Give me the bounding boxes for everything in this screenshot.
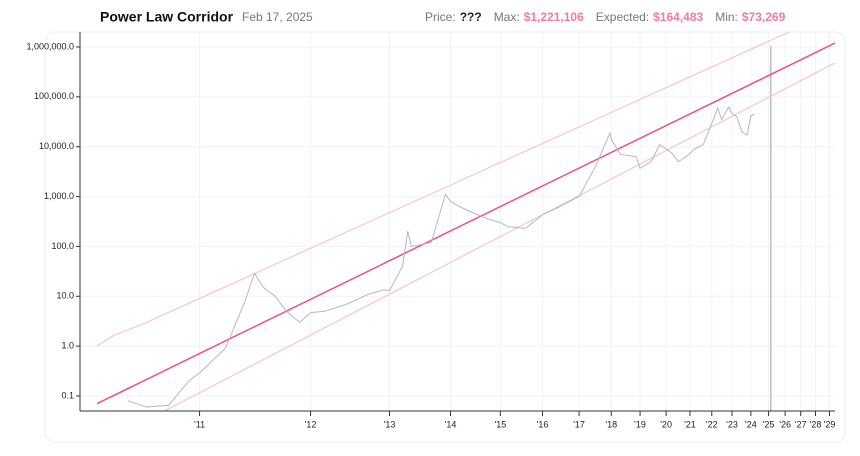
series-line (127, 106, 755, 408)
stat-label: Price: (425, 10, 456, 24)
x-tick-label: '29 (824, 419, 836, 429)
x-tick-label: '11 (194, 419, 205, 429)
y-tick-label: 10,000.0 (39, 141, 74, 151)
y-tick-label: 10.0 (56, 291, 74, 301)
stat-label: Max: (494, 10, 520, 24)
stat-label: Expected: (596, 10, 649, 24)
x-tick-label: '13 (384, 419, 396, 429)
series-line (96, 32, 790, 347)
stat-value: ??? (460, 10, 482, 24)
x-tick-label: '16 (537, 419, 549, 429)
x-tick-label: '14 (445, 419, 457, 429)
stat-label: Min: (715, 10, 738, 24)
stats: Price:??? Max: $1,221,106 Expected: $164,483… (425, 10, 786, 24)
x-tick-label: '21 (684, 419, 696, 429)
y-tick-label: 100.0 (51, 241, 74, 251)
x-tick-label: '22 (706, 419, 718, 429)
stat-value: $1,221,106 (524, 10, 584, 24)
x-tick-label: '15 (494, 419, 506, 429)
y-tick-label: 1.0 (61, 341, 74, 351)
series-line (164, 62, 835, 411)
y-tick-label: 0.1 (61, 390, 74, 400)
chart-title: Power Law Corridor (100, 9, 234, 25)
x-tick-label: '23 (726, 419, 738, 429)
y-tick-label: 1,000.0 (44, 191, 74, 201)
y-tick-label: 100,000.0 (34, 91, 74, 101)
x-tick-label: '18 (605, 419, 617, 429)
grid (80, 32, 835, 411)
x-tick-label: '26 (779, 419, 791, 429)
x-tick-label: '28 (810, 419, 822, 429)
x-tick-label: '27 (795, 419, 807, 429)
x-tick-label: '17 (573, 419, 585, 429)
x-tick-label: '24 (745, 419, 757, 429)
plot (96, 32, 835, 411)
chart-card (44, 31, 846, 443)
axes: 0.1 1.0 10.0 100.0 1,000.0 10,000.0 100,000.0 1… (26, 32, 835, 429)
x-tick-label: '19 (634, 419, 646, 429)
chart-date: Feb 17, 2025 (242, 10, 313, 24)
y-tick-label: 1,000,000.0 (26, 41, 74, 51)
series-line (96, 42, 835, 405)
x-tick-label: '12 (305, 419, 317, 429)
stat-value: $164,483 (653, 10, 703, 24)
stat-value: $73,269 (742, 10, 786, 24)
x-tick-label: '20 (660, 419, 672, 429)
x-tick-label: '25 (763, 419, 775, 429)
